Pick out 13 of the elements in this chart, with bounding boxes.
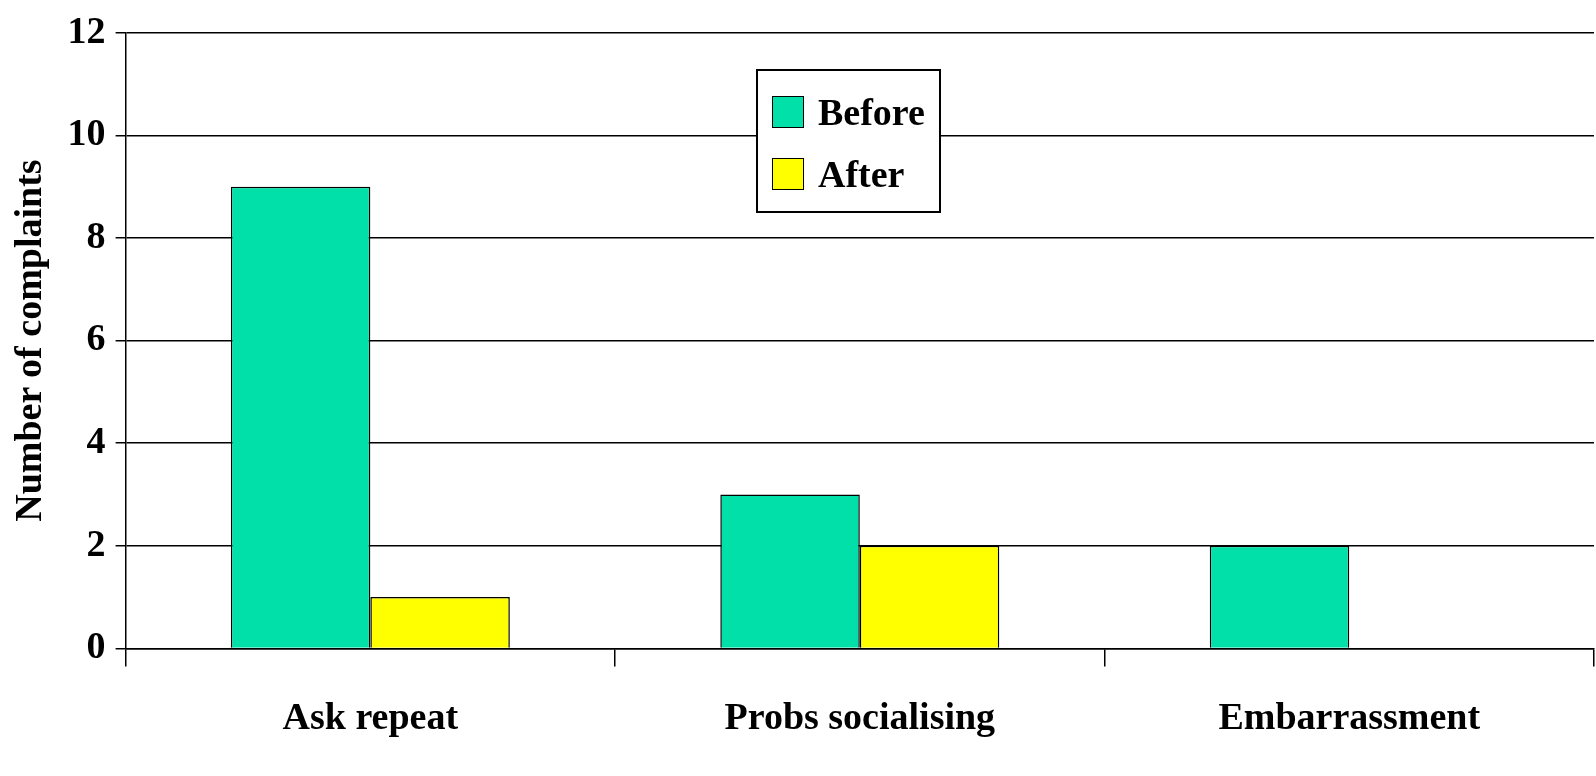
y-tick-label: 4 <box>86 419 106 462</box>
legend-label: After <box>818 152 905 196</box>
x-tick-label: Probs socialising <box>724 695 996 738</box>
y-tick-label: 8 <box>86 213 106 256</box>
x-tick-label: Ask repeat <box>282 695 459 738</box>
y-tick-label: 0 <box>86 624 106 667</box>
y-tick-label: 10 <box>67 111 106 154</box>
y-tick-label: 6 <box>86 316 106 359</box>
y-axis-title: Number of complaints <box>6 159 49 522</box>
x-tick-label: Embarrassment <box>1218 695 1481 738</box>
y-tick-label: 2 <box>86 521 106 564</box>
legend-label: Before <box>818 90 925 134</box>
y-tick-label: 12 <box>67 8 106 51</box>
